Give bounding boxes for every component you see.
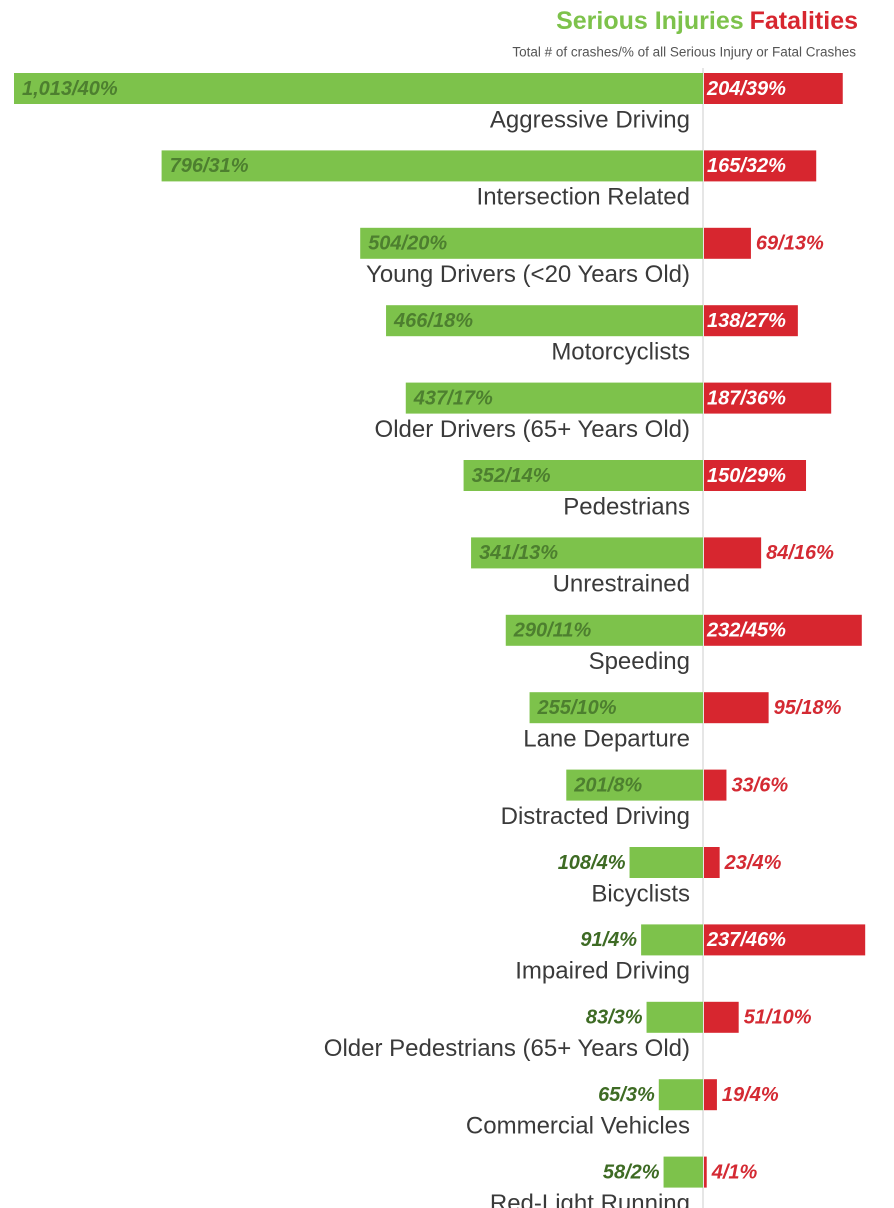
value-label-fatalities: 204/39% [706, 78, 786, 100]
value-label-fatalities: 69/13% [756, 233, 824, 255]
category-label: Motorcyclists [551, 339, 690, 366]
value-label-fatalities: 232/45% [706, 620, 786, 642]
bar-injuries [566, 769, 703, 801]
title-injuries: Serious Injuries [556, 7, 744, 35]
chart-title: Serious Injuries Fatalities [556, 7, 858, 35]
value-label-fatalities: 51/10% [744, 1007, 812, 1029]
bar-fatalities [704, 150, 817, 182]
bar-injuries [471, 537, 703, 569]
bar-injuries [360, 227, 703, 259]
category-label: Pedestrians [563, 493, 690, 520]
value-label-injuries: 352/14% [472, 465, 551, 487]
category-label: Distracted Driving [501, 803, 690, 830]
bar-fatalities [704, 305, 798, 337]
category-label: Older Pedestrians (65+ Years Old) [324, 1035, 690, 1062]
bar-injuries [405, 382, 703, 414]
bar-fatalities [704, 692, 769, 724]
bar-injuries [641, 924, 703, 956]
value-label-fatalities: 95/18% [774, 697, 842, 719]
value-label-fatalities: 138/27% [707, 310, 786, 332]
category-label: Intersection Related [477, 184, 690, 211]
value-label-fatalities: 33/6% [731, 774, 788, 796]
value-label-fatalities: 4/1% [711, 1161, 758, 1183]
bar-fatalities [704, 847, 720, 878]
value-label-injuries: 466/18% [393, 310, 473, 332]
bar-fatalities [704, 1156, 707, 1188]
value-label-fatalities: 165/32% [707, 155, 786, 177]
bar-injuries [629, 847, 703, 878]
value-label-fatalities: 19/4% [722, 1084, 779, 1106]
category-label: Commercial Vehicles [466, 1113, 690, 1140]
value-label-injuries: 91/4% [580, 929, 637, 951]
bar-fatalities [704, 1079, 717, 1111]
category-label: Unrestrained [553, 571, 690, 598]
bar-fatalities [704, 614, 862, 646]
bar-injuries [529, 692, 703, 724]
bar-fatalities [704, 1001, 739, 1033]
bar-injuries [663, 1156, 703, 1188]
category-label: Aggressive Driving [490, 106, 690, 133]
bar-fatalities [704, 769, 727, 801]
value-label-injuries: 796/31% [170, 155, 249, 177]
bar-fatalities [704, 73, 843, 104]
value-label-fatalities: 23/4% [724, 852, 782, 874]
category-label: Speeding [589, 648, 690, 675]
category-label: Lane Departure [523, 726, 690, 753]
value-label-fatalities: 187/36% [707, 387, 786, 409]
value-label-injuries: 255/10% [537, 697, 617, 719]
value-label-injuries: 437/17% [413, 387, 493, 409]
bar-injuries [505, 614, 703, 646]
category-label: Older Drivers (65+ Years Old) [375, 416, 690, 443]
bar-injuries [646, 1001, 703, 1033]
bar-fatalities [704, 460, 807, 491]
value-label-injuries: 108/4% [558, 852, 626, 874]
value-label-injuries: 83/3% [586, 1007, 643, 1029]
value-label-fatalities: 237/46% [706, 929, 786, 951]
value-label-fatalities: 150/29% [707, 465, 786, 487]
bar-injuries [161, 150, 704, 182]
title-fatalities: Fatalities [750, 7, 858, 35]
value-label-injuries: 65/3% [598, 1084, 655, 1106]
value-label-injuries: 201/8% [573, 774, 642, 796]
bar-fatalities [704, 924, 866, 956]
category-label: Young Drivers (<20 Years Old) [366, 261, 690, 288]
value-label-injuries: 504/20% [368, 233, 447, 255]
bar-injuries [658, 1079, 703, 1111]
value-label-injuries: 290/11% [513, 620, 592, 642]
category-label: Red-Light Running [490, 1190, 690, 1208]
subtitle: Total # of crashes/% of all Serious Inju… [512, 45, 856, 60]
bar-fatalities [704, 227, 751, 259]
category-label: Bicyclists [591, 880, 690, 907]
value-label-injuries: 1,013/40% [22, 78, 118, 100]
value-label-injuries: 58/2% [603, 1161, 660, 1183]
bar-injuries [463, 460, 703, 491]
value-label-injuries: 341/13% [479, 542, 558, 564]
bar-fatalities [704, 382, 832, 414]
bar-fatalities [704, 537, 762, 569]
category-label: Impaired Driving [515, 958, 690, 985]
bar-injuries [14, 73, 703, 104]
bar-injuries [386, 305, 703, 337]
value-label-fatalities: 84/16% [766, 542, 834, 564]
